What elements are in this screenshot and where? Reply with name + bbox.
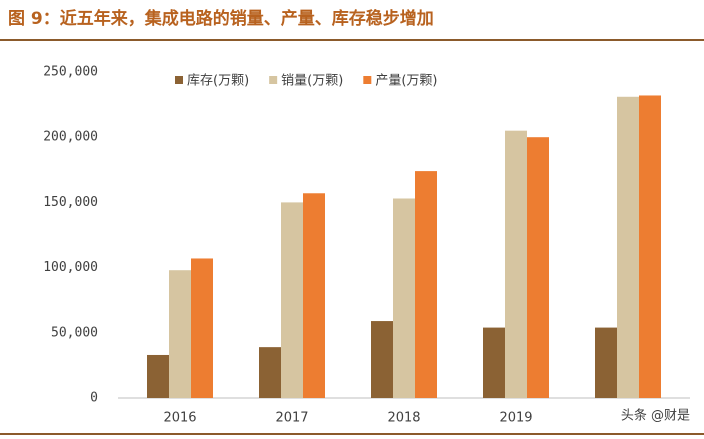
bar: [505, 130, 527, 398]
y-tick-label: 50,000: [51, 325, 98, 340]
bar: [259, 347, 281, 398]
bar: [595, 327, 617, 398]
bar: [483, 327, 505, 398]
bar: [639, 95, 661, 399]
bar: [303, 193, 325, 398]
bar: [281, 202, 303, 398]
bar: [527, 137, 549, 398]
legend-label: 产量(万颗): [375, 74, 437, 89]
bar: [169, 270, 191, 398]
bar: [393, 198, 415, 398]
bar: [371, 321, 393, 398]
legend-label: 销量(万颗): [281, 74, 343, 89]
watermark: 头条 @财是: [621, 408, 690, 424]
bar: [191, 258, 213, 398]
y-tick-label: 100,000: [43, 260, 98, 275]
bar: [415, 171, 437, 398]
y-tick-label: 200,000: [43, 130, 98, 145]
x-tick-label: 2018: [387, 411, 420, 426]
y-tick-label: 150,000: [43, 195, 98, 210]
x-tick-label: 2019: [499, 411, 532, 426]
y-tick-label: 0: [90, 391, 98, 406]
legend-swatch: [269, 76, 278, 84]
chart-title: 图 9：近五年来，集成电路的销量、产量、库存稳步增加: [8, 8, 434, 29]
x-tick-label: 2016: [163, 411, 196, 426]
legend-swatch: [175, 76, 183, 84]
x-tick-label: 2017: [275, 411, 308, 426]
bar: [147, 354, 169, 398]
legend-swatch: [363, 76, 372, 84]
legend-label: 库存(万颗): [187, 73, 249, 89]
y-tick-label: 250,000: [43, 65, 98, 80]
bar: [617, 96, 639, 398]
